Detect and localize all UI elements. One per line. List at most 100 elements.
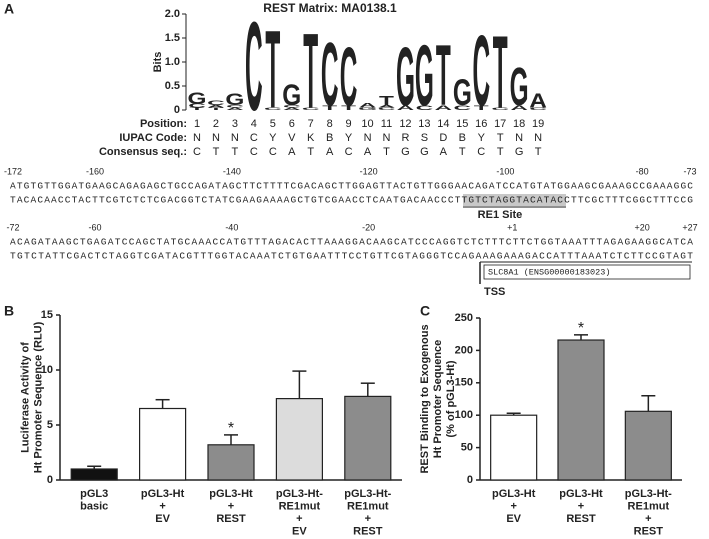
logo-letter: C (416, 104, 434, 111)
y-tick-label: 5 (47, 419, 53, 431)
logo-letter: T (474, 104, 489, 111)
x-tick-label: pGL3-Ht- (344, 488, 391, 500)
bar (624, 410, 672, 481)
position-label: -140 (223, 166, 241, 176)
row-value: 9 (346, 118, 352, 130)
row-value: T (307, 146, 314, 158)
sequence-strand: TGTCTATTCGACTCTAGGTCGATACGTTTGGTACAAATCT… (10, 251, 693, 262)
y-tick-label: 10 (41, 364, 53, 376)
y-tick-label: 150 (455, 377, 473, 389)
y-tick-label: 250 (455, 312, 473, 324)
x-tick-label: REST (216, 513, 246, 525)
logo-letter: T (208, 107, 223, 111)
x-tick-label: + (365, 513, 371, 525)
row-value: A (288, 146, 296, 158)
logo-letter: G (453, 72, 472, 113)
row-value: 19 (532, 118, 544, 130)
row-value: A (326, 146, 334, 158)
row-value: T (497, 146, 504, 158)
bar (490, 414, 538, 481)
logo-letter: A (283, 107, 301, 111)
logo-letter: C (302, 107, 320, 111)
x-tick-label: pGL3-Ht (141, 488, 185, 500)
row-value: 8 (327, 118, 333, 130)
row-value: G (420, 146, 429, 158)
y-axis-label: (% of pGL3-Ht) (445, 360, 457, 437)
row-value: 3 (232, 118, 238, 130)
row-value: N (193, 132, 201, 144)
position-label: -172 (4, 166, 22, 176)
y-axis-label: Luciferase Activity of (19, 342, 31, 453)
x-tick-label: EV (506, 513, 521, 525)
x-tick-label: pGL3-Ht (492, 488, 536, 500)
bar (275, 398, 323, 481)
row-value: N (515, 132, 523, 144)
x-tick-label: pGL3-Ht- (625, 488, 672, 500)
bar (139, 407, 187, 481)
logo-letter: G (358, 107, 377, 111)
row-value: 17 (494, 118, 506, 130)
logo-letter: A (529, 90, 547, 112)
row-value: C (477, 146, 485, 158)
row-value: T (383, 146, 390, 158)
row-value: C (345, 146, 353, 158)
row-value: Y (478, 132, 486, 144)
x-tick-label: RE1mut (628, 500, 670, 512)
logo-letter: T (303, 12, 318, 131)
row-label: IUPAC Code: (119, 132, 187, 144)
sequence-strand: ACAGATAAGCTGAGATCCAGCTATGCAAACCATGTTTAGA… (10, 237, 693, 248)
logo-letter: C (529, 107, 547, 111)
row-value: B (326, 132, 333, 144)
y-axis-label: Ht Promoter Sequence (432, 340, 444, 459)
logo-letter: C (491, 107, 509, 111)
logo-letter: A (435, 104, 453, 111)
gene-box (483, 264, 691, 280)
sequence-strand: ATGTGTTGGATGAAGCAGAGAGCTGCCAGATAGCTTCTTT… (10, 181, 693, 192)
row-value: C (250, 146, 258, 158)
y-tick-label: 1.5 (165, 32, 180, 44)
row-value: 12 (399, 118, 411, 130)
row-value: 4 (251, 118, 257, 130)
row-value: T (497, 132, 504, 144)
re1-highlight (463, 194, 566, 206)
logo-letter: T (436, 28, 451, 125)
row-value: N (534, 132, 542, 144)
row-value: A (440, 146, 448, 158)
row-value: 5 (270, 118, 276, 130)
bar (207, 444, 255, 481)
logo-letter: A (397, 104, 415, 111)
logo-letter: C (188, 103, 206, 109)
row-value: 2 (213, 118, 219, 130)
logo-letter: C (245, 0, 263, 138)
row-value: N (383, 132, 391, 144)
x-tick-label: + (159, 500, 165, 512)
y-tick-label: 0 (467, 474, 473, 486)
logo-letter: A (359, 102, 377, 109)
y-tick-label: 200 (455, 344, 473, 356)
row-value: 14 (437, 118, 449, 130)
logo-letter: T (265, 8, 280, 131)
y-axis-label: Bits (152, 52, 164, 73)
bar (344, 395, 392, 481)
row-value: V (288, 132, 296, 144)
logo-letter: C (321, 23, 339, 124)
x-tick-label: + (510, 500, 516, 512)
x-tick-label: REST (634, 525, 664, 537)
row-value: 16 (475, 118, 487, 130)
y-tick-label: 2.0 (165, 8, 180, 20)
row-value: T (213, 146, 220, 158)
position-label: -20 (362, 222, 375, 232)
row-value: 1 (194, 118, 200, 130)
row-value: N (364, 132, 372, 144)
position-label: -73 (683, 166, 696, 176)
x-tick-label: pGL3 (80, 488, 108, 500)
logo-letter: C (264, 107, 282, 111)
logo-letter: C (207, 99, 225, 106)
row-value: 6 (289, 118, 295, 130)
x-tick-label: REST (566, 513, 596, 525)
position-label: -120 (360, 166, 378, 176)
x-tick-label: + (645, 513, 651, 525)
y-tick-label: 1.0 (165, 56, 180, 68)
position-label: -72 (6, 222, 19, 232)
tss-label: TSS (484, 286, 505, 298)
